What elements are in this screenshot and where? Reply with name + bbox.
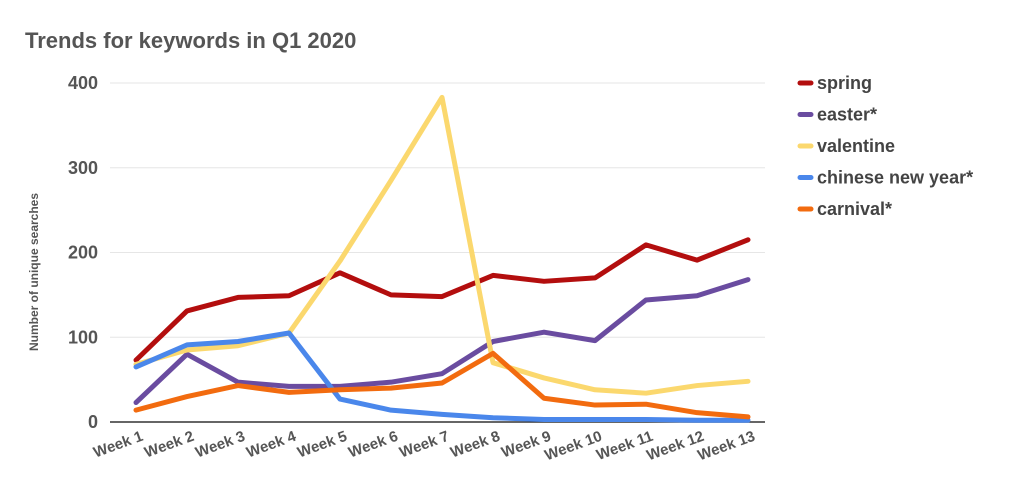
legend-label: carnival*: [817, 199, 892, 219]
y-tick-label: 400: [68, 73, 98, 93]
x-tick-label: Week 8: [448, 428, 502, 462]
x-tick-label: Week 1: [91, 428, 145, 462]
x-tick-label: Week 2: [142, 428, 196, 462]
x-tick-label: Week 3: [193, 428, 247, 462]
series-line-carnival: [133, 350, 751, 420]
x-tick-label: Week 10: [542, 428, 604, 464]
legend: spring easter* valentine chinese new year* c…: [797, 73, 973, 219]
series-line-easter: [133, 277, 751, 406]
x-tick-label: Week 7: [397, 428, 451, 462]
series-line-chinese-new-year: [133, 330, 751, 423]
x-tick-label: Week 6: [346, 428, 400, 462]
legend-label: chinese new year*: [817, 168, 973, 188]
y-tick-label: 300: [68, 158, 98, 178]
x-tick-label: Week 5: [295, 428, 349, 462]
x-tick-label: Week 11: [594, 428, 655, 464]
y-axis-ticks: 0 100 200 300 400: [68, 73, 98, 432]
y-tick-label: 200: [68, 243, 98, 263]
x-tick-label: Week 13: [695, 428, 757, 464]
series-lines: [133, 94, 751, 423]
legend-label: spring: [817, 73, 872, 93]
legend-label: easter*: [817, 105, 877, 125]
series-line-valentine: [133, 94, 751, 396]
y-tick-label: 100: [68, 327, 98, 347]
legend-label: valentine: [817, 136, 895, 156]
chart-title: Trends for keywords in Q1 2020: [25, 28, 356, 53]
x-tick-label: Week 4: [244, 428, 299, 462]
y-axis-label: Number of unique searches: [27, 193, 41, 351]
series-line-spring: [133, 237, 751, 363]
y-tick-label: 0: [88, 412, 98, 432]
x-tick-label: Week 12: [644, 428, 706, 464]
